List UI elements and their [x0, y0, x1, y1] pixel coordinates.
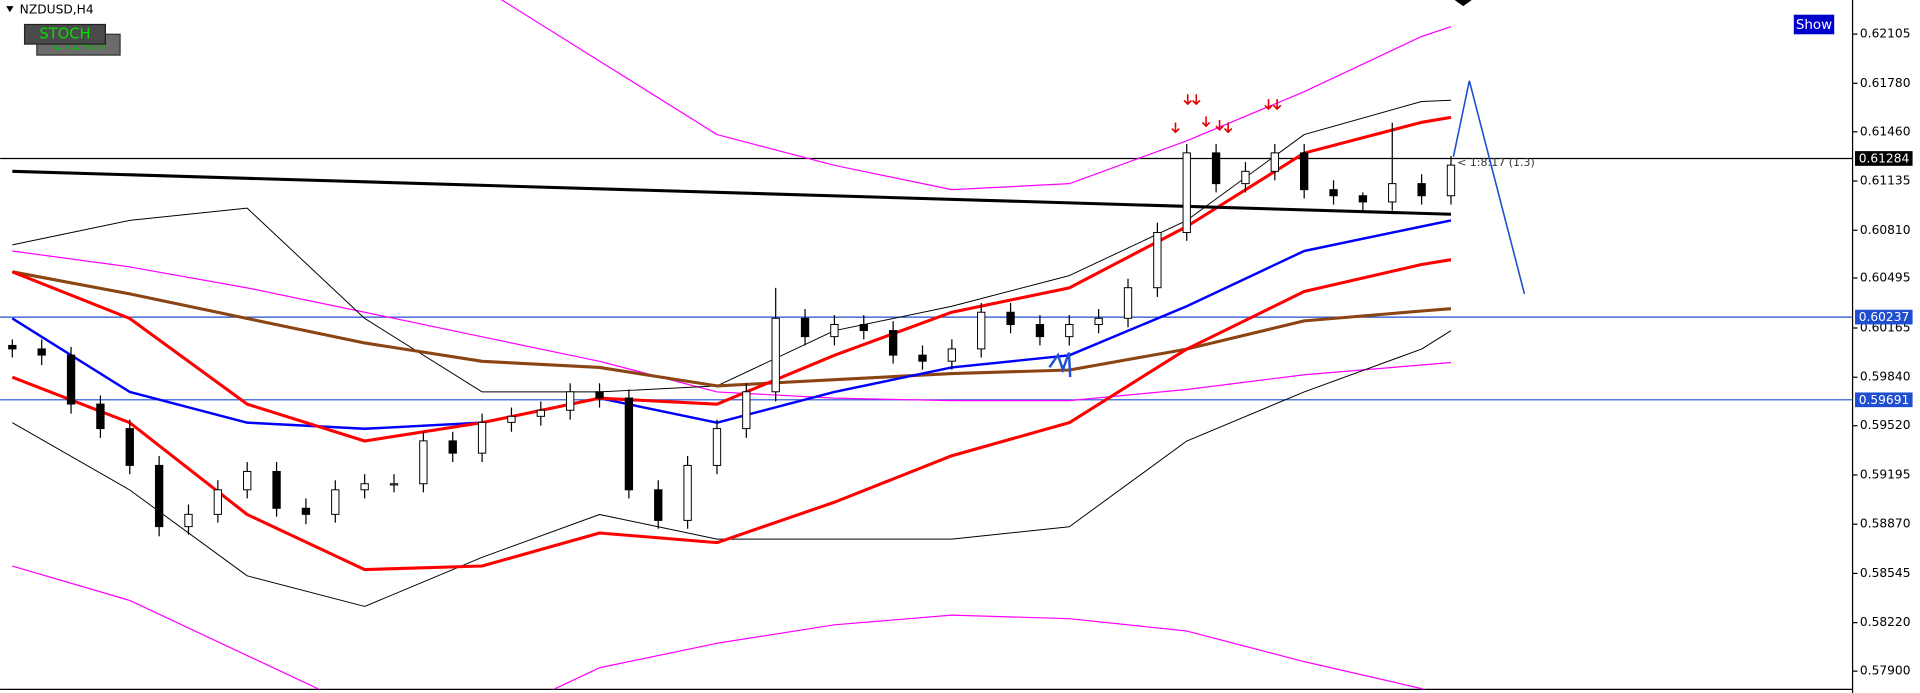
candle-body	[1270, 152, 1279, 172]
candle-body	[1094, 317, 1103, 326]
level-box	[1855, 151, 1913, 166]
candle-body	[1358, 195, 1368, 203]
signal-arrows	[1171, 94, 1282, 134]
indicator-line	[11, 258, 1452, 572]
candle-body	[1388, 183, 1397, 203]
candle-body	[654, 489, 663, 521]
candle-body	[800, 317, 810, 338]
candle-body	[96, 403, 105, 430]
candle-body	[1065, 324, 1074, 338]
candle-body	[624, 397, 634, 491]
candle-body	[419, 440, 428, 485]
candle-body	[154, 464, 164, 528]
candle-body	[1211, 152, 1221, 185]
y-tick-label: 0.60495	[1860, 271, 1911, 285]
candle-body	[1035, 324, 1045, 338]
candle-body	[1329, 189, 1338, 197]
y-tick-label: 0.59520	[1860, 418, 1911, 432]
candle-body	[536, 409, 545, 417]
symbol-label: NZDUSD,H4	[20, 2, 94, 16]
indicator-line	[12, 565, 1426, 690]
candle-body	[771, 317, 780, 393]
menu-triangle[interactable]	[6, 6, 14, 13]
candle-body	[859, 324, 868, 332]
candle-body	[1417, 183, 1426, 197]
y-tick-label: 0.59195	[1860, 467, 1911, 481]
candle-body	[301, 507, 311, 515]
candle-body	[360, 483, 369, 491]
candle-body	[566, 391, 575, 411]
marker	[1454, 0, 1472, 7]
candle-body	[1123, 287, 1133, 319]
candle-body	[389, 483, 399, 486]
level-label: 0.60237	[1859, 310, 1910, 324]
level-label: 0.61284	[1859, 152, 1910, 166]
candle-body	[37, 348, 46, 356]
y-tick-label: 0.58545	[1860, 566, 1911, 580]
y-tick-label: 0.60810	[1860, 223, 1911, 237]
candle-body	[1006, 311, 1015, 326]
y-tick-label: 0.59840	[1860, 370, 1911, 384]
y-tick-label: 0.57900	[1860, 664, 1911, 678]
level-box	[1855, 392, 1913, 408]
candle-body	[595, 391, 604, 399]
y-tick-label: 0.61135	[1860, 174, 1911, 188]
hand-drawing	[1048, 352, 1072, 378]
candle-body	[66, 354, 76, 405]
candle-body	[243, 470, 252, 491]
indicator-line	[11, 219, 1452, 431]
y-tick-label: 0.61780	[1860, 76, 1911, 90]
show-button[interactable]	[1793, 14, 1835, 35]
y-tick-label: 0.58220	[1860, 615, 1911, 629]
candle-body	[331, 489, 340, 515]
candle-body	[8, 344, 17, 350]
level-box	[1855, 309, 1913, 325]
indicator-line	[12, 330, 1452, 607]
candle-body	[1446, 164, 1456, 197]
candle-body	[184, 513, 193, 528]
candle-body	[213, 489, 223, 515]
projection-drawing	[1452, 80, 1526, 295]
level-label: 0.59691	[1859, 393, 1910, 407]
candle-body	[1241, 170, 1250, 185]
candle-body	[742, 391, 751, 430]
button[interactable]	[23, 23, 106, 45]
candle-body	[712, 428, 722, 466]
candle-body	[507, 415, 516, 423]
candle-body	[947, 348, 957, 362]
candle-body	[683, 464, 692, 521]
candle-body	[888, 330, 898, 356]
candle-body	[1182, 152, 1191, 234]
candle-body	[1300, 152, 1309, 191]
y-tick-label: 0.62105	[1860, 27, 1911, 41]
candle-body	[477, 421, 487, 454]
y-tick-label: 0.58870	[1860, 517, 1911, 531]
y-tick-label: 0.61460	[1860, 124, 1911, 138]
candle-body	[1153, 232, 1162, 289]
candle-body	[125, 428, 134, 466]
show-label[interactable]: Show	[1796, 18, 1832, 33]
indicator-line	[12, 169, 1452, 216]
candle-body	[830, 324, 839, 338]
plot	[0, 0, 1853, 690]
button-label[interactable]: STOCH	[39, 25, 90, 42]
candle-body	[448, 440, 457, 454]
timer: < 1:8:17 (1.3)	[1457, 156, 1535, 169]
indicator-line	[500, 0, 1452, 191]
candle-body	[272, 470, 281, 509]
candle-body	[977, 311, 986, 350]
candle-body	[918, 354, 927, 362]
